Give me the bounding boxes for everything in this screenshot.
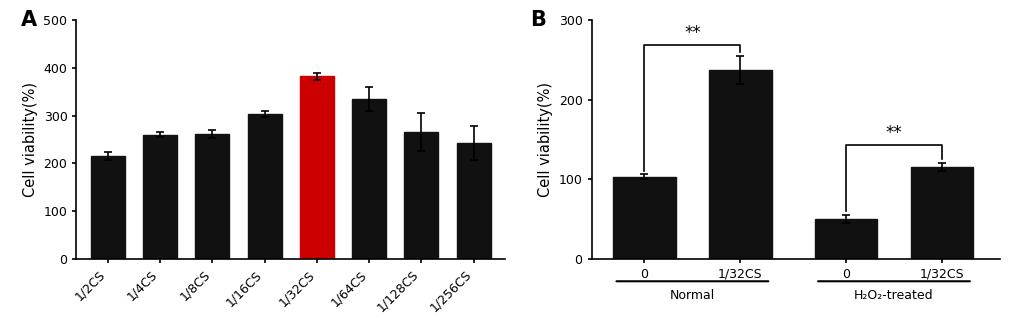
Bar xyxy=(612,177,675,259)
Text: Normal: Normal xyxy=(669,289,714,302)
Text: A: A xyxy=(20,10,37,30)
Bar xyxy=(457,143,490,259)
Bar xyxy=(404,132,438,259)
Y-axis label: Cell viability(%): Cell viability(%) xyxy=(22,82,38,197)
Bar xyxy=(248,114,281,259)
Bar xyxy=(196,134,229,259)
Text: **: ** xyxy=(684,24,700,42)
Text: H₂O₂-treated: H₂O₂-treated xyxy=(853,289,933,302)
Bar xyxy=(91,156,124,259)
Text: **: ** xyxy=(884,124,902,142)
Bar xyxy=(708,70,770,259)
Bar xyxy=(910,167,972,259)
Bar xyxy=(300,76,333,259)
Bar xyxy=(352,99,385,259)
Text: B: B xyxy=(530,10,546,30)
Y-axis label: Cell viability(%): Cell viability(%) xyxy=(538,82,552,197)
Bar xyxy=(814,219,876,259)
Bar xyxy=(143,135,177,259)
